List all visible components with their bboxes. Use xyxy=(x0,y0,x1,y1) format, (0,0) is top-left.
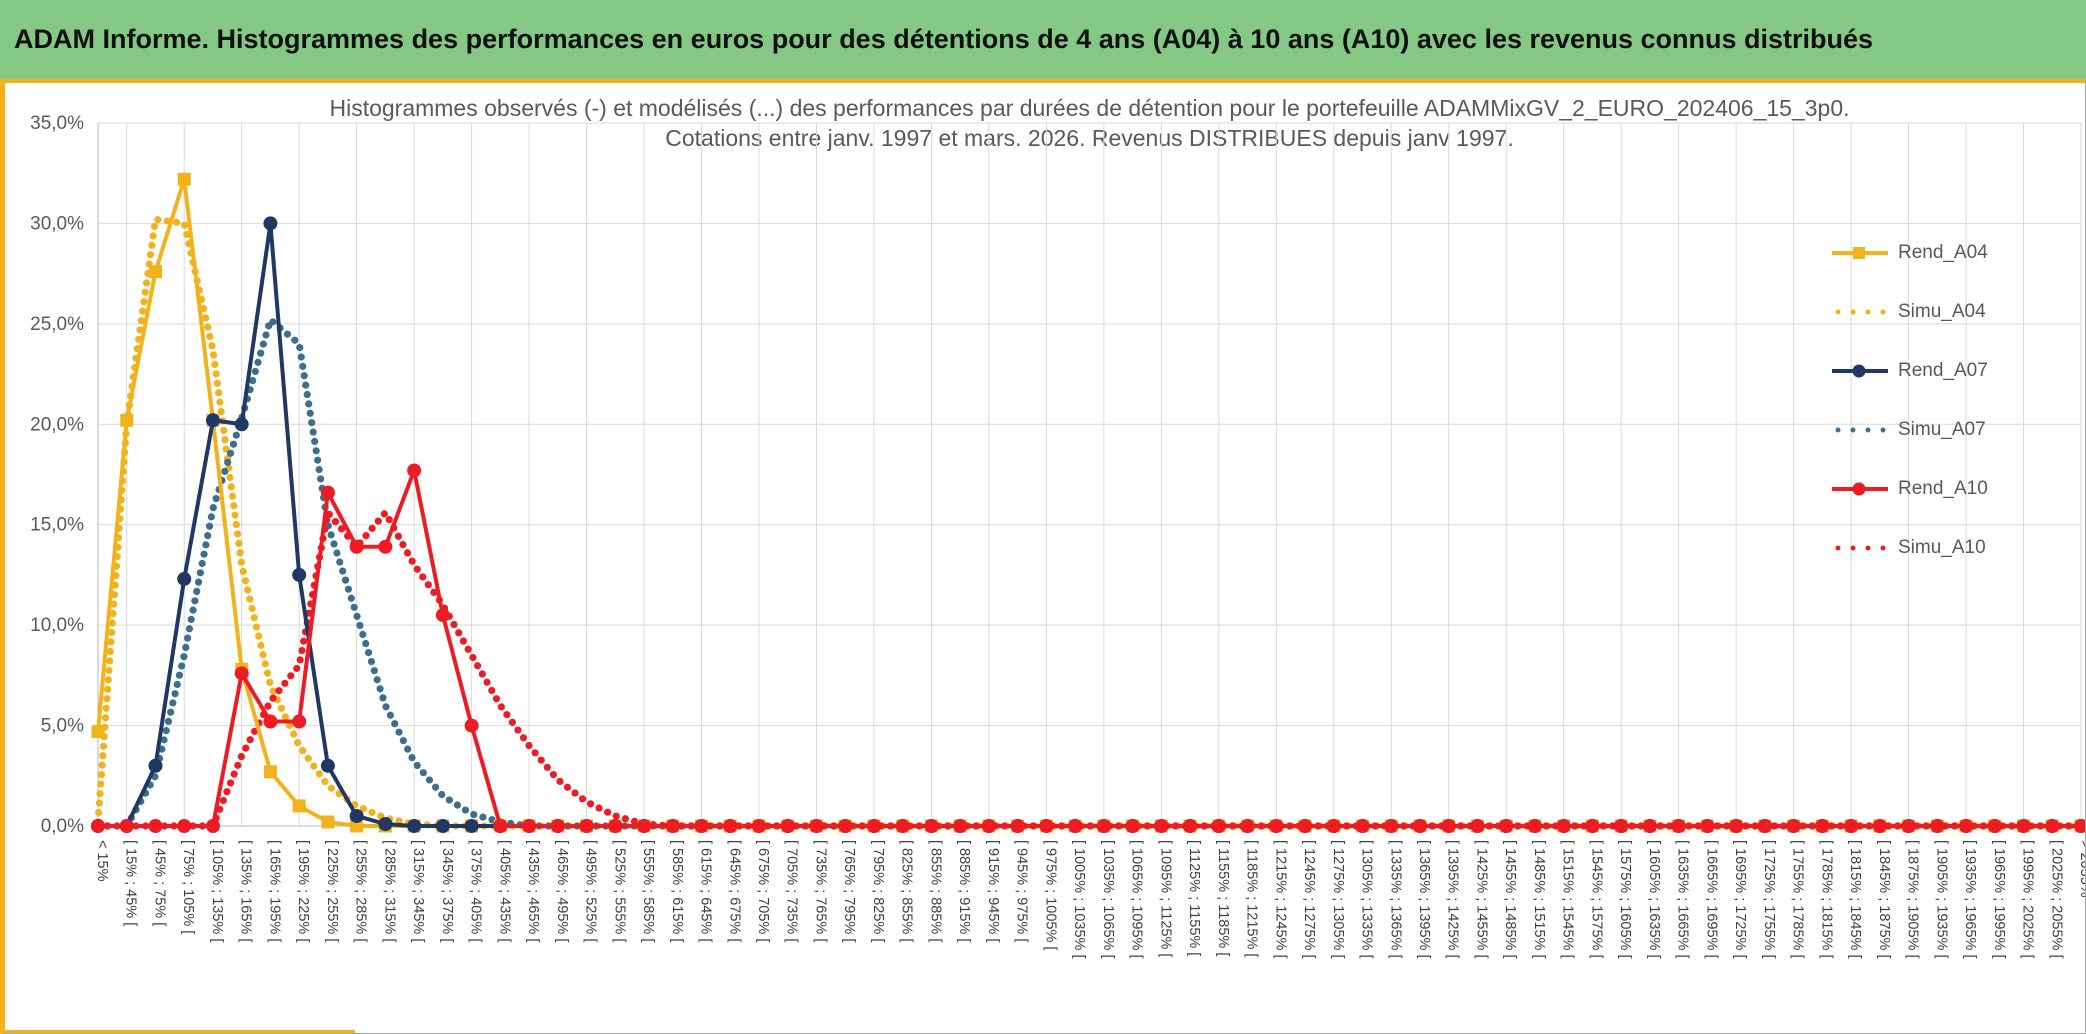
svg-text:[ 975% ; 1005% [: [ 975% ; 1005% [ xyxy=(1042,840,1058,950)
svg-text:[ 1665% ; 1695% [: [ 1665% ; 1695% [ xyxy=(1703,840,1719,959)
svg-text:[ 1845% ; 1875% [: [ 1845% ; 1875% [ xyxy=(1876,840,1892,959)
svg-text:[ 1575% ; 1605% [: [ 1575% ; 1605% [ xyxy=(1617,840,1633,959)
svg-text:[ 1065% ; 1095% [: [ 1065% ; 1095% [ xyxy=(1129,840,1145,959)
svg-text:0,0%: 0,0% xyxy=(41,816,84,837)
svg-text:[ 1395% ; 1425% [: [ 1395% ; 1425% [ xyxy=(1445,840,1461,959)
svg-text:[ 1965% ; 1995% [: [ 1965% ; 1995% [ xyxy=(1991,840,2007,959)
svg-text:[ 555% ; 585% [: [ 555% ; 585% [ xyxy=(640,840,656,942)
svg-text:[ 1035% ; 1065% [: [ 1035% ; 1065% [ xyxy=(1100,840,1116,959)
svg-text:[ 735% ; 765% [: [ 735% ; 765% [ xyxy=(812,840,828,942)
svg-text:[ 285% ; 315% [: [ 285% ; 315% [ xyxy=(381,840,397,942)
svg-text:[ 165% ; 195% [: [ 165% ; 195% [ xyxy=(266,840,282,942)
svg-text:[ 2025% ; 2055% [: [ 2025% ; 2055% [ xyxy=(2048,840,2064,959)
svg-text:[ 765% ; 795% [: [ 765% ; 795% [ xyxy=(841,840,857,942)
svg-text:[ 1695% ; 1725% [: [ 1695% ; 1725% [ xyxy=(1732,840,1748,959)
svg-text:[ 1725% ; 1755% [: [ 1725% ; 1755% [ xyxy=(1761,840,1777,959)
svg-text:15,0%: 15,0% xyxy=(30,515,84,536)
svg-text:[ 1305% ; 1335% [: [ 1305% ; 1335% [ xyxy=(1359,840,1375,959)
svg-text:> 2055%: > 2055% xyxy=(2077,840,2086,898)
svg-text:[ 1935% ; 1965% [: [ 1935% ; 1965% [ xyxy=(1962,840,1978,959)
svg-text:25,0%: 25,0% xyxy=(30,314,84,335)
svg-text:[ 15% ; 45% [: [ 15% ; 45% [ xyxy=(123,840,139,926)
svg-text:35,0%: 35,0% xyxy=(30,113,84,134)
svg-text:[ 315% ; 345% [: [ 315% ; 345% [ xyxy=(410,840,426,942)
svg-text:[ 795% ; 825% [: [ 795% ; 825% [ xyxy=(870,840,886,942)
svg-text:5,0%: 5,0% xyxy=(41,716,84,737)
svg-text:[ 1335% ; 1365% [: [ 1335% ; 1365% [ xyxy=(1387,840,1403,959)
svg-text:[ 345% ; 375% [: [ 345% ; 375% [ xyxy=(439,840,455,942)
svg-text:[ 1605% ; 1635% [: [ 1605% ; 1635% [ xyxy=(1646,840,1662,959)
svg-text:[ 705% ; 735% [: [ 705% ; 735% [ xyxy=(784,840,800,942)
svg-text:[ 885% ; 915% [: [ 885% ; 915% [ xyxy=(956,840,972,942)
svg-text:[ 1455% ; 1485% [: [ 1455% ; 1485% [ xyxy=(1502,840,1518,959)
svg-text:[ 105% ; 135% [: [ 105% ; 135% [ xyxy=(209,840,225,942)
svg-text:[ 675% ; 705% [: [ 675% ; 705% [ xyxy=(755,840,771,942)
svg-text:[ 855% ; 885% [: [ 855% ; 885% [ xyxy=(927,840,943,942)
svg-text:[ 1155% ; 1185% [: [ 1155% ; 1185% [ xyxy=(1215,840,1231,956)
svg-text:[ 375% ; 405% [: [ 375% ; 405% [ xyxy=(468,840,484,942)
svg-text:[ 1275% ; 1305% [: [ 1275% ; 1305% [ xyxy=(1330,840,1346,959)
svg-text:[ 1425% ; 1455% [: [ 1425% ; 1455% [ xyxy=(1473,840,1489,959)
svg-text:10,0%: 10,0% xyxy=(30,615,84,636)
svg-text:[ 1875% ; 1905% [: [ 1875% ; 1905% [ xyxy=(1905,840,1921,959)
svg-text:[ 1815% ; 1845% [: [ 1815% ; 1845% [ xyxy=(1847,840,1863,959)
svg-text:[ 1755% ; 1785% [: [ 1755% ; 1785% [ xyxy=(1790,840,1806,959)
svg-text:[ 645% ; 675% [: [ 645% ; 675% [ xyxy=(726,840,742,942)
svg-text:[ 1905% ; 1935% [: [ 1905% ; 1935% [ xyxy=(1933,840,1949,959)
svg-text:[ 585% ; 615% [: [ 585% ; 615% [ xyxy=(669,840,685,942)
svg-text:[ 1005% ; 1035% [: [ 1005% ; 1035% [ xyxy=(1071,840,1087,959)
svg-text:[ 195% ; 225% [: [ 195% ; 225% [ xyxy=(295,840,311,942)
svg-text:[ 135% ; 165% [: [ 135% ; 165% [ xyxy=(238,840,254,942)
svg-text:[ 435% ; 465% [: [ 435% ; 465% [ xyxy=(525,840,541,942)
svg-text:[ 1515% ; 1545% [: [ 1515% ; 1545% [ xyxy=(1560,840,1576,959)
svg-text:[ 1215% ; 1245% [: [ 1215% ; 1245% [ xyxy=(1272,840,1288,959)
svg-text:30,0%: 30,0% xyxy=(30,213,84,234)
svg-text:[ 1785% ; 1815% [: [ 1785% ; 1815% [ xyxy=(1818,840,1834,959)
svg-text:[ 1995% ; 2025% [: [ 1995% ; 2025% [ xyxy=(2020,840,2036,959)
svg-text:[ 1245% ; 1275% [: [ 1245% ; 1275% [ xyxy=(1301,840,1317,959)
svg-text:[ 825% ; 855% [: [ 825% ; 855% [ xyxy=(899,840,915,942)
svg-text:[ 1185% ; 1215% [: [ 1185% ; 1215% [ xyxy=(1244,840,1260,957)
svg-text:[ 1095% ; 1125% [: [ 1095% ; 1125% [ xyxy=(1157,840,1173,957)
svg-text:[ 405% ; 435% [: [ 405% ; 435% [ xyxy=(496,840,512,942)
svg-text:[ 1365% ; 1395% [: [ 1365% ; 1395% [ xyxy=(1416,840,1432,959)
svg-text:[ 225% ; 255% [: [ 225% ; 255% [ xyxy=(324,840,340,942)
svg-text:[ 45% ; 75% [: [ 45% ; 75% [ xyxy=(151,840,167,926)
svg-text:[ 615% ; 645% [: [ 615% ; 645% [ xyxy=(698,840,714,942)
svg-text:[ 1545% ; 1575% [: [ 1545% ; 1575% [ xyxy=(1588,840,1604,959)
svg-text:[ 1635% ; 1665% [: [ 1635% ; 1665% [ xyxy=(1675,840,1691,959)
svg-text:< 15%: < 15% xyxy=(94,840,110,882)
svg-text:[ 465% ; 495% [: [ 465% ; 495% [ xyxy=(554,840,570,942)
svg-text:[ 75% ; 105% [: [ 75% ; 105% [ xyxy=(180,840,196,934)
svg-text:[ 915% ; 945% [: [ 915% ; 945% [ xyxy=(985,840,1001,942)
svg-text:20,0%: 20,0% xyxy=(30,414,84,435)
svg-text:[ 525% ; 555% [: [ 525% ; 555% [ xyxy=(611,840,627,942)
svg-text:[ 1125% ; 1155% [: [ 1125% ; 1155% [ xyxy=(1186,840,1202,956)
svg-text:[ 945% ; 975% [: [ 945% ; 975% [ xyxy=(1014,840,1030,942)
svg-text:[ 495% ; 525% [: [ 495% ; 525% [ xyxy=(583,840,599,942)
svg-text:[ 1485% ; 1515% [: [ 1485% ; 1515% [ xyxy=(1531,840,1547,959)
svg-text:[ 255% ; 285% [: [ 255% ; 285% [ xyxy=(353,840,369,942)
